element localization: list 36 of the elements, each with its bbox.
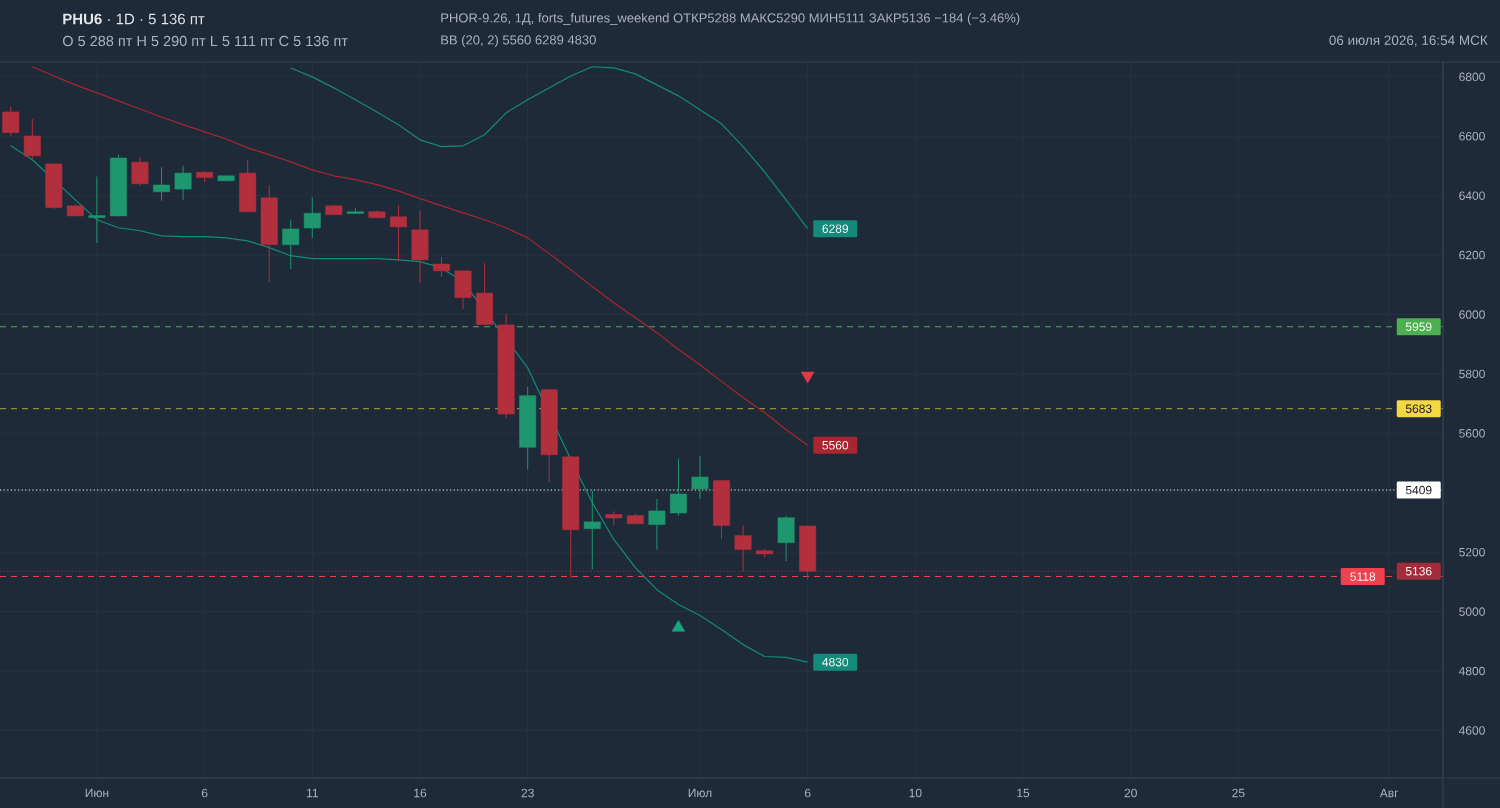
y-tick-label: 4600 xyxy=(1458,726,1485,735)
chart-title: PHU6 · 1D · 5 136 пт xyxy=(63,13,205,25)
y-tick-label: 6200 xyxy=(1459,250,1485,260)
x-tick-label: Июн xyxy=(85,788,109,798)
data-label: 5560 xyxy=(822,441,849,450)
y-tick-label: 6600 xyxy=(1459,132,1485,141)
ref-line-label: 5118 xyxy=(1350,572,1376,581)
chart-subtitle: O 5 288 пт H 5 290 пт L 5 111 пт C 5 136 пт xyxy=(62,35,348,47)
y-tick-label: 6400 xyxy=(1459,191,1485,200)
y-tick-label: 5200 xyxy=(1459,547,1485,557)
x-tick-label: 6 xyxy=(804,788,811,798)
ref-line-label: 5136 xyxy=(1405,566,1432,576)
data-label: 6289 xyxy=(822,224,849,233)
x-tick-label: 10 xyxy=(909,788,922,798)
ref-line-label: 5409 xyxy=(1405,485,1432,495)
x-tick-label: 11 xyxy=(306,788,318,798)
x-tick-label: 6 xyxy=(201,788,208,798)
x-tick-label: Июл xyxy=(688,788,712,798)
x-tick-label: 25 xyxy=(1232,788,1245,798)
y-tick-label: 5800 xyxy=(1459,369,1485,379)
y-tick-label: 6000 xyxy=(1459,310,1485,319)
y-tick-label: 5600 xyxy=(1459,429,1485,438)
y-tick-label: 4800 xyxy=(1458,666,1485,676)
x-tick-label: 20 xyxy=(1124,788,1137,798)
text: BB (20, 2) 5560 6289 4830 xyxy=(441,34,596,48)
text: 06 июля 2026, 16:54 МСК xyxy=(1329,35,1488,47)
x-tick-label: 23 xyxy=(521,788,534,798)
y-tick-label: 5000 xyxy=(1459,607,1485,616)
x-tick-label: Авг xyxy=(1379,788,1399,798)
data-label: 4830 xyxy=(822,657,849,667)
text: PHOR-9.26, 1Д, forts_futures_weekend ОТКР5288 МАКС5290 МИН5111 ЗАКР5136 −184 (−3.46%) xyxy=(441,12,1020,26)
y-tick-label: 6800 xyxy=(1459,72,1485,82)
ref-line-label: 5959 xyxy=(1405,322,1432,331)
ref-line-label: 5683 xyxy=(1405,404,1432,413)
x-tick-label: 15 xyxy=(1017,788,1030,798)
x-tick-label: 16 xyxy=(414,788,427,798)
